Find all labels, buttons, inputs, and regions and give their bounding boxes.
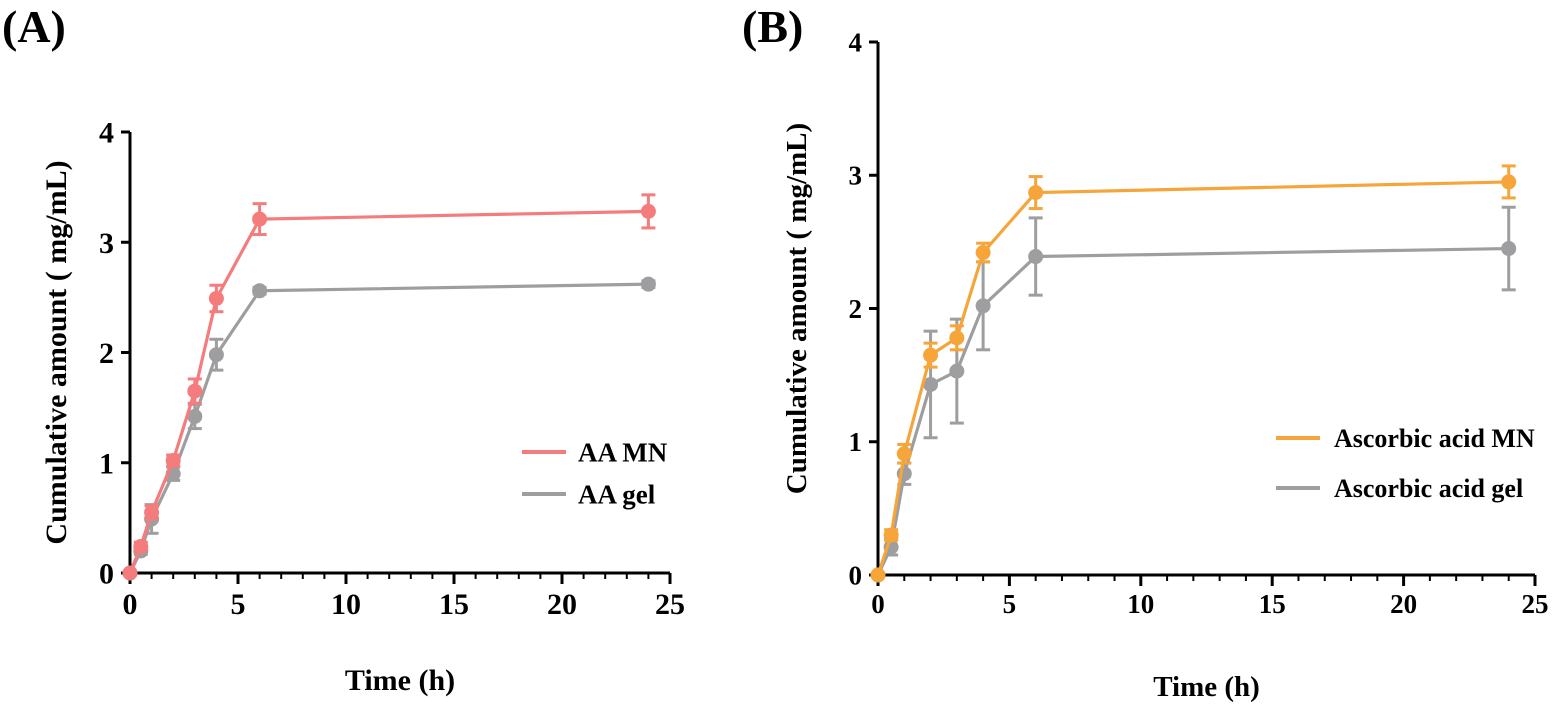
x-axis-label: Time (h) xyxy=(345,664,455,697)
data-point xyxy=(923,347,939,363)
data-point xyxy=(165,453,181,469)
data-point xyxy=(923,376,939,392)
x-tick-label: 15 xyxy=(439,588,469,621)
x-tick-label: 20 xyxy=(1390,589,1417,619)
data-point xyxy=(252,283,268,299)
series-1 xyxy=(122,193,656,581)
x-tick-label: 10 xyxy=(331,588,361,621)
legend-label: Ascorbic acid MN xyxy=(1334,424,1535,453)
series-line xyxy=(128,282,649,574)
y-axis-label: Cumulative amount ( mg/mL) xyxy=(781,123,813,494)
data-point xyxy=(896,446,912,462)
y-tick-label: 2 xyxy=(849,294,863,324)
series-1 xyxy=(870,164,1517,583)
series-2 xyxy=(870,205,1517,583)
data-point xyxy=(975,245,991,261)
y-axis-label: Cumulative amount ( mg/mL) xyxy=(40,160,73,544)
data-point xyxy=(1501,241,1517,257)
y-tick-label: 1 xyxy=(99,447,114,480)
y-tick-label: 4 xyxy=(99,117,114,150)
data-point xyxy=(122,565,138,581)
data-point xyxy=(949,330,965,346)
series-line xyxy=(876,246,1509,576)
y-tick-label: 2 xyxy=(99,337,114,370)
chart-panel-a: 0 1 2 3 4 0 5 10 15 20 25 Time (h) Cumulative amount… xyxy=(40,117,685,698)
data-point xyxy=(187,383,203,399)
data-point xyxy=(144,504,160,520)
data-point xyxy=(870,567,886,583)
data-point xyxy=(252,211,268,227)
x-tick-label: 0 xyxy=(871,589,885,619)
y-tick-label: 0 xyxy=(849,560,863,590)
x-tick-label: 25 xyxy=(1522,589,1549,619)
data-point xyxy=(1028,249,1044,265)
y-tick-label: 0 xyxy=(99,558,114,591)
data-point xyxy=(208,347,224,363)
data-point xyxy=(187,408,203,424)
y-tick-label: 1 xyxy=(849,427,863,457)
x-tick-label: 5 xyxy=(231,588,246,621)
x-tick-label: 5 xyxy=(1003,589,1017,619)
y-tick-label: 3 xyxy=(849,161,863,191)
panel-label-b: (B) xyxy=(742,1,803,52)
legend-label: AA MN xyxy=(578,437,668,467)
x-tick-label: 25 xyxy=(655,588,685,621)
legend-label: AA gel xyxy=(578,479,656,509)
data-point xyxy=(975,298,991,314)
series-line xyxy=(876,180,1509,576)
data-point xyxy=(208,290,224,306)
data-point xyxy=(1501,174,1517,190)
data-point xyxy=(640,203,656,219)
y-tick-label: 3 xyxy=(99,227,114,260)
x-tick-label: 10 xyxy=(1127,589,1154,619)
data-point xyxy=(1028,185,1044,201)
x-tick-label: 15 xyxy=(1259,589,1286,619)
data-point xyxy=(883,527,899,543)
data-point xyxy=(133,539,149,555)
chart-panel-b: 0 1 2 3 4 0 5 10 15 20 25 Time (h) Cumulative amount… xyxy=(781,27,1549,703)
series-2 xyxy=(122,276,656,581)
series-line xyxy=(128,209,649,574)
panel-label-a: (A) xyxy=(2,1,66,52)
x-axis-label: Time (h) xyxy=(1153,671,1260,703)
x-tick-label: 20 xyxy=(547,588,577,621)
x-tick-label: 0 xyxy=(123,588,138,621)
data-point xyxy=(949,363,965,379)
legend-label: Ascorbic acid gel xyxy=(1334,474,1523,503)
y-tick-label: 4 xyxy=(849,27,863,57)
data-point xyxy=(640,276,656,292)
